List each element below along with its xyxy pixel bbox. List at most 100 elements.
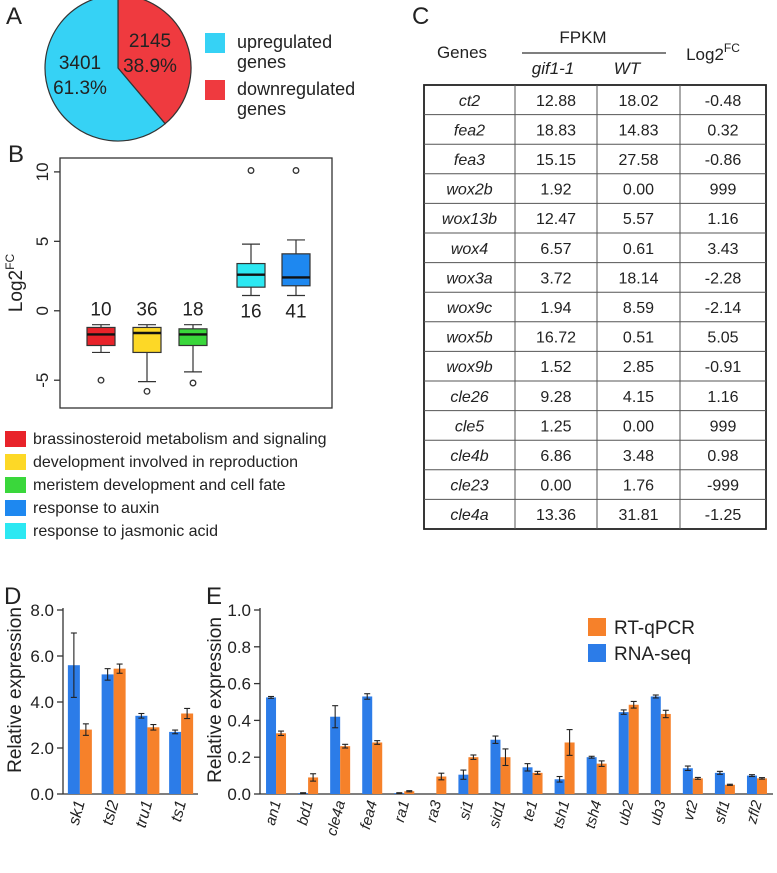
bar-rt-qpcr [596, 763, 607, 794]
legend-swatch-down [205, 80, 225, 100]
panel-b-box-plot: -5 0 5 10 10 36 18 16 41 Log2FC brassinosteroid… [3, 157, 333, 540]
table-header-log2-base: Log2 [686, 45, 724, 64]
bar-rt-qpcr [340, 746, 351, 794]
legend-label: brassinosteroid metabolism and signaling [33, 431, 327, 448]
bar-rt-qpcr [724, 784, 735, 794]
table-cell-value: 27.58 [618, 152, 658, 169]
y-tick-label: 0.4 [227, 711, 251, 730]
x-tick-label: bd1 [294, 799, 317, 828]
table-cell-value: 4.15 [623, 389, 654, 406]
box-4 [281, 253, 311, 287]
table-cell-value: 31.81 [618, 507, 658, 524]
box-plot-y-label: Log2FC [3, 254, 27, 313]
table-cell-value: 16.72 [536, 330, 576, 347]
legend-label: response to jasmonic acid [33, 523, 218, 540]
table-cell-value: 1.52 [540, 359, 571, 376]
y-tick-label: 2.0 [30, 739, 54, 758]
fpkm-table: Genes FPKM gif1-1 WT Log2FC ct2 12.88 18.02 -0.4… [423, 28, 767, 530]
panel-c-table: Genes FPKM gif1-1 WT Log2FC ct2 12.88 18.02 -0.4… [423, 28, 767, 530]
bar-rt-qpcr [532, 772, 543, 794]
y-tick-label: 0 [33, 306, 52, 315]
table-cell-value: 1.76 [623, 478, 654, 495]
bar-rt-qpcr [692, 778, 703, 794]
table-cell-value: 0.51 [623, 330, 654, 347]
table-cell-value: -2.14 [705, 300, 742, 317]
bar-rna-seq [746, 775, 757, 794]
bar-rna-seq [330, 716, 341, 794]
box-2 [178, 328, 208, 347]
table-cell-value: 14.83 [618, 122, 658, 139]
table-cell-gene: wox9b [446, 359, 492, 376]
y-tick-label: 4.0 [30, 693, 54, 712]
bar-series-0 [135, 715, 148, 794]
bar-chart-e-legend: RT-qPCR RNA-seq [588, 618, 695, 665]
table-cell-value: 1.16 [707, 211, 738, 228]
table-cell-value: 1.25 [540, 418, 571, 435]
x-tick-label: ra1 [391, 799, 413, 824]
legend-label: development involved in reproduction [33, 454, 298, 471]
table-header-log2-sup: FC [724, 41, 740, 55]
table-cell-value: -999 [707, 478, 739, 495]
bar-rt-qpcr [372, 742, 383, 794]
table-cell-value: 1.16 [707, 389, 738, 406]
bar-rna-seq [618, 712, 629, 794]
x-tick-label: tru1 [133, 799, 157, 830]
bar-series-0 [169, 731, 182, 794]
bar-series-1 [79, 729, 92, 794]
table-cell-value: 1.92 [540, 182, 571, 199]
table-header-wt: WT [614, 59, 642, 78]
pie-down-pct: 38.9% [123, 56, 177, 77]
panel-d-bar-chart: 0.0 2.0 4.0 6.0 8.0 sk1 tsl2 tru1 ts1 Relative e… [5, 601, 198, 830]
table-cell-gene: wox13b [442, 211, 497, 228]
table-cell-gene: wox4 [451, 241, 488, 258]
table-cell-value: 18.02 [618, 93, 658, 110]
table-cell-value: 15.15 [536, 152, 576, 169]
legend-swatch-up [205, 33, 225, 53]
x-tick-label: an1 [262, 799, 285, 828]
table-cell-value: 6.86 [540, 448, 571, 465]
table-cell-gene: wox3a [446, 270, 492, 287]
legend-swatch [5, 523, 26, 539]
y-tick-label: 1.0 [227, 601, 251, 620]
bar-rna-seq [362, 696, 373, 794]
bar-chart-d-y-label: Relative expression [5, 607, 26, 773]
table-cell-value: 5.57 [623, 211, 654, 228]
pie-slice-0 [44, 0, 167, 142]
table-cell-value: 3.43 [707, 241, 738, 258]
box-plot-boxes: 10 36 18 16 41 [86, 167, 311, 395]
outlier-point [247, 167, 255, 174]
table-cell-gene: cle4a [450, 507, 488, 524]
x-tick-label: ub2 [615, 798, 638, 827]
table-cell-gene: wox5b [446, 330, 492, 347]
panel-label-e: E [206, 583, 222, 610]
panel-e-bar-chart: 0.0 0.2 0.4 0.6 0.8 1.0 an1 bd1 cle4a fea4 ra1 ra3 s… [205, 601, 773, 838]
table-cell-value: -0.86 [705, 152, 742, 169]
bar-rna-seq [458, 774, 469, 794]
table-cell-value: 2.85 [623, 359, 654, 376]
bar-rna-seq [714, 772, 725, 794]
pie-slices [44, 0, 192, 142]
bar-rt-qpcr [276, 733, 287, 794]
x-tick-label: vt2 [680, 798, 702, 822]
table-cell-value: 13.36 [536, 507, 576, 524]
bar-series-0 [101, 674, 114, 794]
bar-series-1 [181, 713, 194, 794]
bar-chart-d: 0.0 2.0 4.0 6.0 8.0 sk1 tsl2 tru1 ts1 [30, 601, 198, 830]
bar-rna-seq [586, 757, 597, 794]
table-cell-value: 0.00 [623, 182, 654, 199]
outlier-point [143, 387, 151, 395]
bar-rna-seq [266, 697, 277, 794]
bar-rt-qpcr [564, 742, 575, 794]
table-cell-value: 0.00 [623, 418, 654, 435]
box-plot-y-ticks: -5 0 5 10 [33, 162, 60, 388]
legend-down-line2: genes [237, 99, 286, 119]
panel-label-b: B [8, 141, 24, 168]
bar-rt-qpcr [468, 757, 479, 794]
y-tick-label: 0.0 [30, 785, 54, 804]
legend-label: response to auxin [33, 500, 159, 517]
table-border [423, 84, 767, 530]
box-1 [132, 326, 162, 354]
box-0 [86, 326, 116, 347]
pie-up-pct: 61.3% [53, 78, 107, 99]
bar-series-1 [113, 668, 126, 794]
